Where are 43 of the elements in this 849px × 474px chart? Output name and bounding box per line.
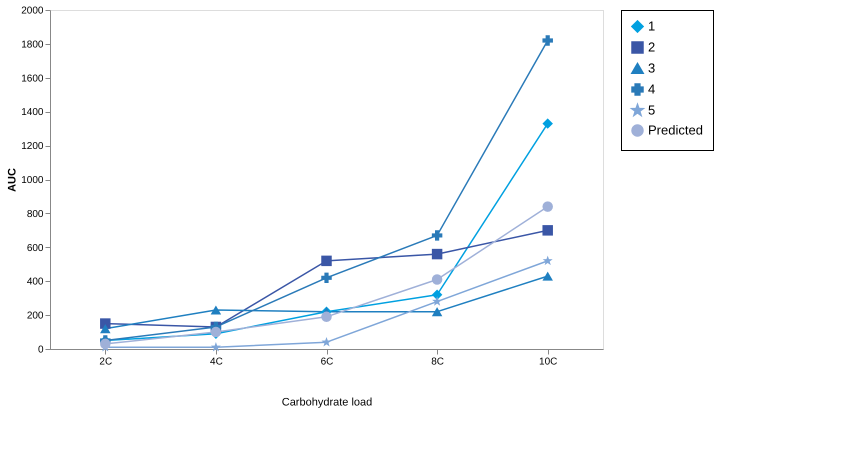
point (542, 201, 553, 212)
point (432, 290, 442, 300)
y-axis-title: AUC (6, 168, 18, 192)
y-tick-label: 1800 (21, 39, 44, 50)
point (322, 336, 332, 346)
legend-label: 4 (648, 82, 656, 96)
point (542, 272, 553, 281)
point (542, 118, 553, 129)
point (210, 305, 222, 315)
y-tick-label: 1600 (21, 73, 44, 84)
x-axis-title: Carbohydrate load (282, 396, 372, 408)
x-tick-label: 6C (320, 356, 334, 368)
y-tick-label: 200 (26, 310, 44, 322)
x-tick-label: 4C (210, 356, 223, 368)
y-tick-label: 600 (26, 242, 44, 254)
point (321, 272, 332, 284)
y-tick-label: 400 (26, 276, 44, 288)
point (542, 225, 553, 236)
legend-label: 3 (648, 60, 656, 76)
x-tick-label: 10C (539, 356, 558, 368)
point (100, 338, 111, 350)
point (321, 256, 332, 266)
point (432, 248, 442, 260)
legend-label: Predicted (648, 122, 703, 138)
point (432, 274, 442, 285)
legend-label: 5 (648, 102, 656, 118)
x-tick-label: 8C (431, 356, 444, 368)
point (432, 230, 442, 241)
point (100, 324, 111, 334)
y-tick-label: 1400 (21, 107, 44, 118)
point (321, 312, 332, 322)
point (432, 307, 442, 316)
y-tick-label: 1200 (21, 141, 44, 152)
point (542, 35, 553, 46)
legend-label: 2 (648, 40, 656, 54)
legend-label: 1 (648, 18, 656, 34)
point (542, 256, 553, 266)
x-tick-label: 2C (99, 356, 112, 368)
y-tick-label: 0 (38, 344, 44, 356)
point (210, 342, 221, 352)
y-tick-label: 1000 (21, 175, 44, 186)
y-tick-label: 800 (26, 208, 44, 220)
y-tick-label: 2000 (21, 6, 44, 16)
